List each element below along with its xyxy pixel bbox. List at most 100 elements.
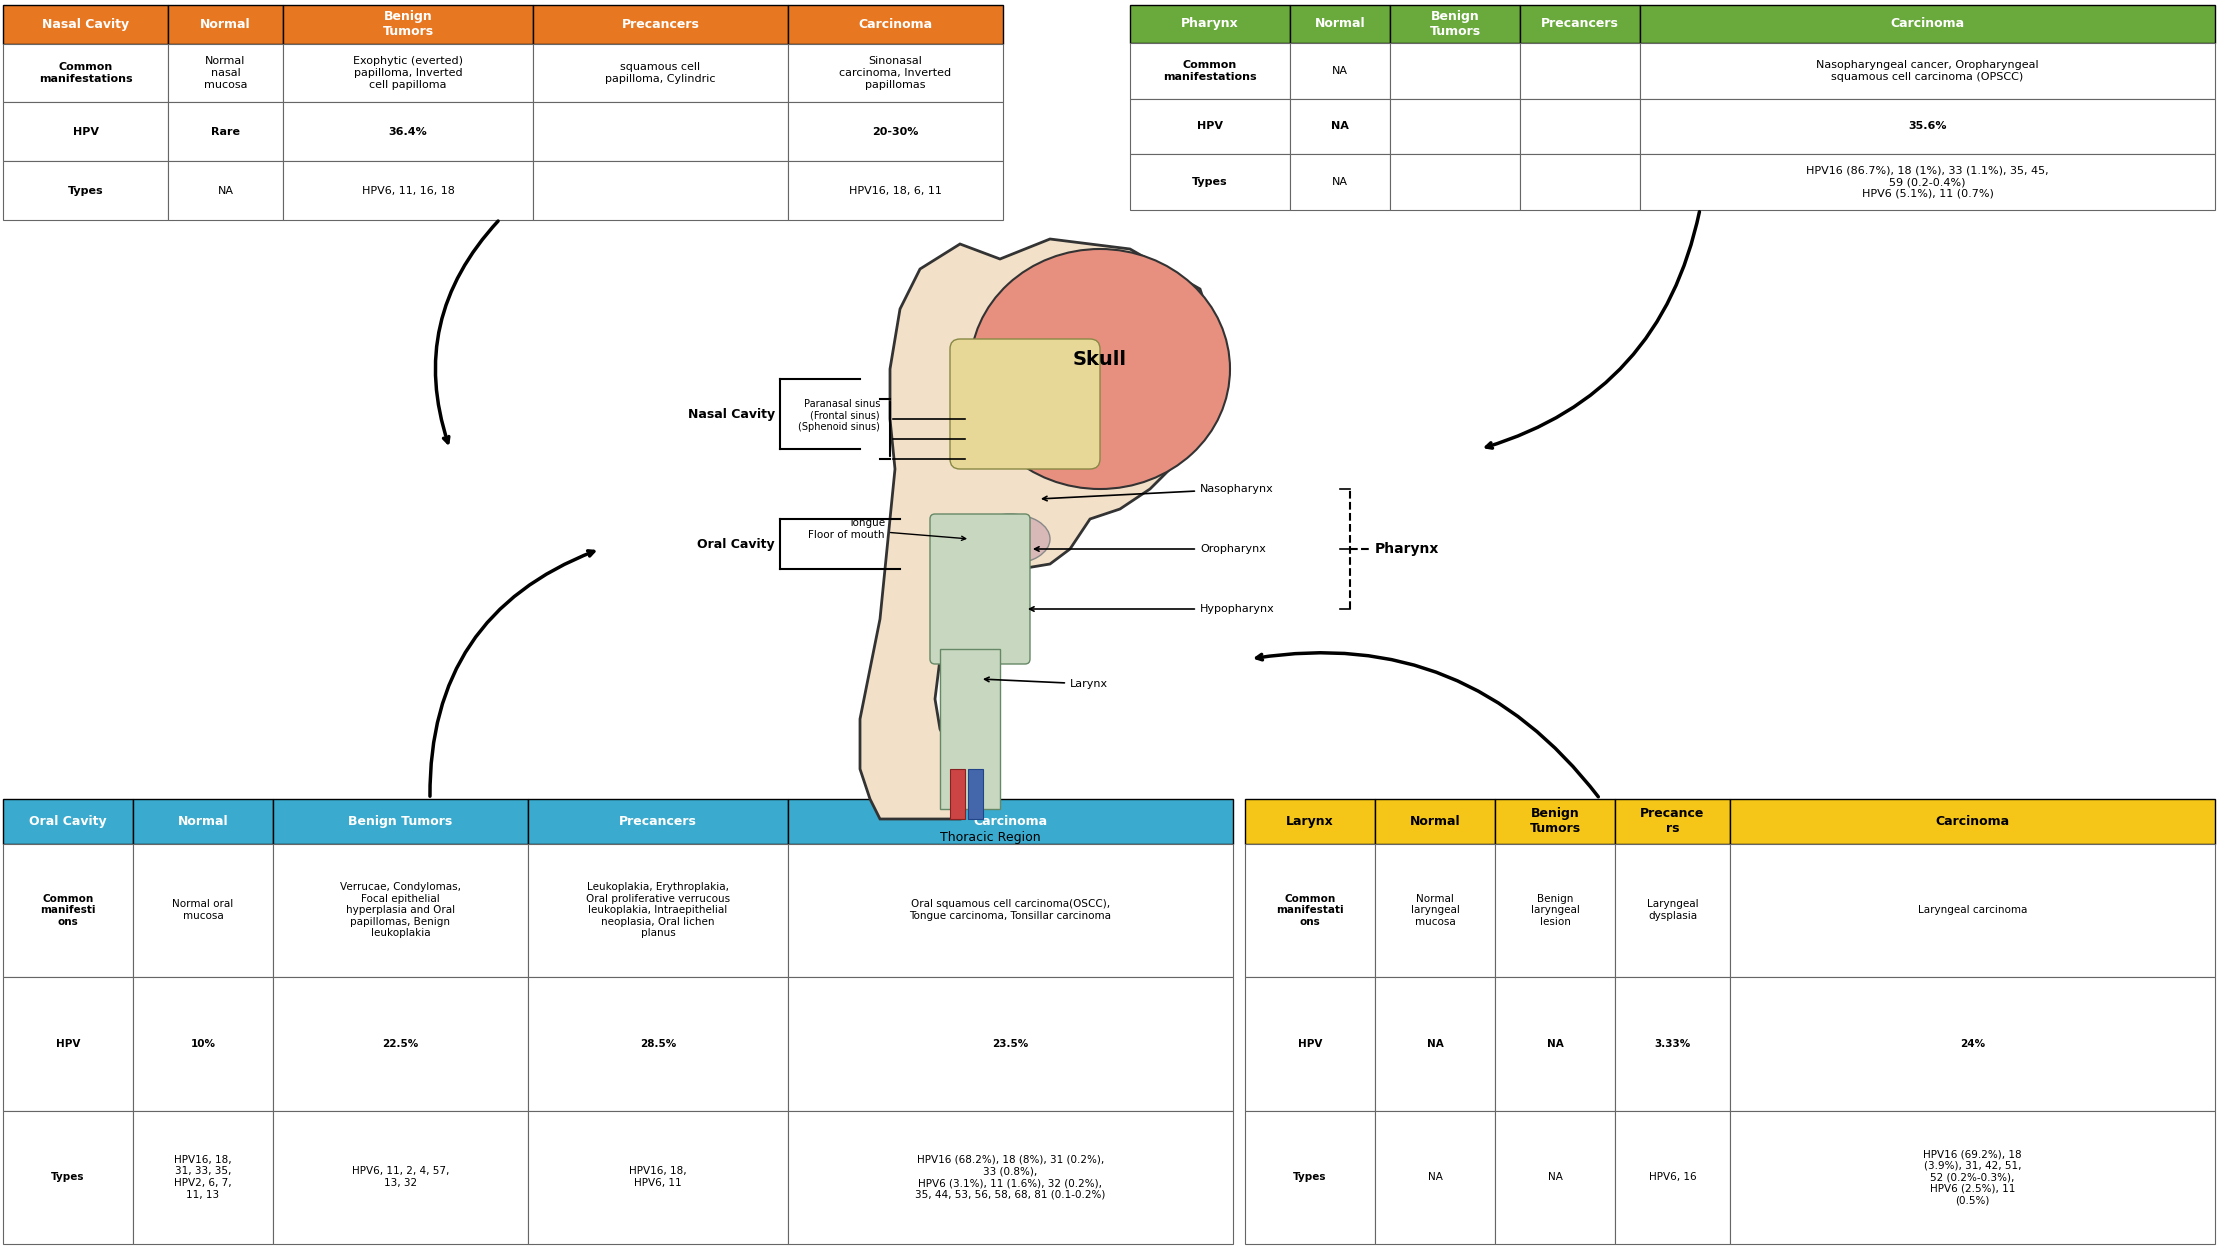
Ellipse shape [970,249,1230,490]
Text: 24%: 24% [1960,1039,1985,1049]
Bar [1729,843,2216,977]
Bar [788,5,1003,44]
Text: Common
manifesti
ons: Common manifesti ons [40,893,95,927]
Bar [788,843,1232,977]
Text: Types: Types [1294,1173,1328,1183]
Text: Types: Types [67,186,104,196]
Text: HPV: HPV [1197,121,1223,131]
Text: HPV16, 18,
31, 33, 35,
HPV2, 6, 7,
11, 13: HPV16, 18, 31, 33, 35, HPV2, 6, 7, 11, 1… [173,1155,231,1199]
Text: 10%: 10% [191,1039,215,1049]
Bar [1130,42,1290,99]
Text: Normal: Normal [1410,814,1461,828]
Bar [1494,977,1614,1110]
Bar [533,102,788,161]
Text: Benign
Tumors: Benign Tumors [382,10,433,39]
Text: Types: Types [1192,177,1228,187]
Text: Carcinoma: Carcinoma [1936,814,2009,828]
Text: Normal
nasal
mucosa: Normal nasal mucosa [204,56,246,90]
Text: HPV6, 16: HPV6, 16 [1649,1173,1696,1183]
Text: Nasopharynx: Nasopharynx [1043,485,1274,501]
Bar [788,102,1003,161]
Bar [169,102,282,161]
Bar [1290,99,1390,155]
Text: Types: Types [51,1173,84,1183]
Text: Precance
rs: Precance rs [1641,807,1705,836]
Bar [2,5,169,44]
Bar [1641,155,2216,210]
Text: Oropharynx: Oropharynx [1035,545,1265,555]
Bar [282,44,533,102]
Text: HPV: HPV [73,127,98,137]
Text: HPV: HPV [56,1039,80,1049]
Text: Paranasal sinus
(Frontal sinus)
(Sphenoid sinus): Paranasal sinus (Frontal sinus) (Sphenoi… [799,398,879,432]
Bar [282,161,533,220]
Text: 28.5%: 28.5% [639,1039,677,1049]
Bar [169,161,282,220]
Bar [1729,1110,2216,1244]
Bar [273,843,528,977]
Text: Common
manifestations: Common manifestations [38,62,133,84]
Text: Larynx: Larynx [986,677,1108,689]
FancyBboxPatch shape [950,338,1099,470]
Text: Benign
Tumors: Benign Tumors [1430,10,1481,37]
Bar [1374,799,1494,843]
Text: Verrucae, Condylomas,
Focal epithelial
hyperplasia and Oral
papillomas, Benign
l: Verrucae, Condylomas, Focal epithelial h… [340,882,462,938]
Text: Laryngeal
dysplasia: Laryngeal dysplasia [1647,899,1698,921]
Bar [1245,977,1374,1110]
Bar [169,44,282,102]
Text: Precancers: Precancers [1541,17,1618,30]
Text: Tongue
Floor of mouth: Tongue Floor of mouth [808,518,966,541]
Text: Exophytic (everted)
papilloma, Inverted
cell papilloma: Exophytic (everted) papilloma, Inverted … [353,56,464,90]
Text: Nasal Cavity: Nasal Cavity [688,407,775,421]
Text: HPV6, 11, 16, 18: HPV6, 11, 16, 18 [362,186,455,196]
Text: NA: NA [1332,121,1350,131]
Text: Hypopharynx: Hypopharynx [1030,605,1274,615]
Text: NA: NA [1332,177,1348,187]
Text: squamous cell
papilloma, Cylindric: squamous cell papilloma, Cylindric [606,62,715,84]
Bar [788,44,1003,102]
Text: Benign Tumors: Benign Tumors [349,814,453,828]
FancyBboxPatch shape [930,515,1030,664]
Bar [533,161,788,220]
Text: Normal: Normal [178,814,229,828]
Text: Common
manifestations: Common manifestations [1163,60,1257,81]
Bar [2,1110,133,1244]
Text: HPV16 (69.2%), 18
(3.9%), 31, 42, 51,
52 (0.2%-0.3%),
HPV6 (2.5%), 11
(0.5%): HPV16 (69.2%), 18 (3.9%), 31, 42, 51, 52… [1923,1149,2022,1205]
Bar [282,5,533,44]
Bar [133,977,273,1110]
Bar [533,5,788,44]
Bar [1290,5,1390,42]
Bar [1614,843,1729,977]
Bar [1245,799,1374,843]
Bar [1390,155,1521,210]
Bar [1614,799,1729,843]
Bar [1614,1110,1729,1244]
Text: HPV16 (68.2%), 18 (8%), 31 (0.2%),
33 (0.8%),
HPV6 (3.1%), 11 (1.6%), 32 (0.2%),: HPV16 (68.2%), 18 (8%), 31 (0.2%), 33 (0… [915,1155,1106,1199]
Text: HPV16, 18,
HPV6, 11: HPV16, 18, HPV6, 11 [628,1167,686,1188]
Bar [2,977,133,1110]
Text: Rare: Rare [211,127,240,137]
Bar [2,799,133,843]
PathPatch shape [859,239,1221,819]
Bar [1290,42,1390,99]
Text: NA: NA [218,186,233,196]
Bar [533,44,788,102]
Bar [2,161,169,220]
Text: Normal oral
mucosa: Normal oral mucosa [173,899,233,921]
Bar [1130,99,1290,155]
Text: HPV6, 11, 2, 4, 57,
13, 32: HPV6, 11, 2, 4, 57, 13, 32 [351,1167,448,1188]
Bar [1641,42,2216,99]
Bar [2,102,169,161]
Text: HPV16, 18, 6, 11: HPV16, 18, 6, 11 [848,186,941,196]
Bar [788,1110,1232,1244]
Bar [788,161,1003,220]
Text: Normal
laryngeal
mucosa: Normal laryngeal mucosa [1410,893,1459,927]
Text: Precancers: Precancers [619,814,697,828]
Text: Oral Cavity: Oral Cavity [29,814,107,828]
Text: Skull: Skull [1072,350,1128,368]
Bar [1494,843,1614,977]
Bar [950,769,966,819]
Text: Carcinoma: Carcinoma [859,17,932,31]
Text: Common
manifestati
ons: Common manifestati ons [1276,893,1343,927]
Bar [1130,155,1290,210]
